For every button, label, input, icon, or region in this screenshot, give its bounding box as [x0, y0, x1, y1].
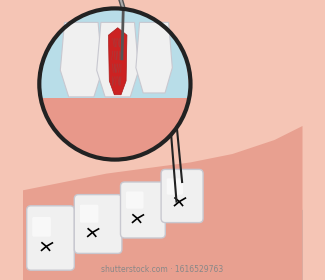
FancyBboxPatch shape	[74, 195, 122, 253]
FancyBboxPatch shape	[126, 192, 143, 209]
Polygon shape	[136, 22, 172, 93]
FancyBboxPatch shape	[167, 178, 183, 195]
Polygon shape	[39, 58, 190, 160]
Polygon shape	[60, 22, 102, 97]
Polygon shape	[22, 126, 303, 280]
Text: shutterstock.com · 1616529763: shutterstock.com · 1616529763	[101, 265, 224, 274]
FancyBboxPatch shape	[121, 182, 165, 238]
Polygon shape	[97, 22, 139, 97]
Polygon shape	[218, 182, 303, 280]
Circle shape	[39, 8, 190, 160]
FancyBboxPatch shape	[27, 206, 74, 270]
FancyBboxPatch shape	[161, 169, 203, 223]
FancyBboxPatch shape	[22, 0, 303, 280]
FancyBboxPatch shape	[80, 205, 98, 223]
FancyBboxPatch shape	[32, 217, 51, 237]
Polygon shape	[109, 28, 127, 95]
